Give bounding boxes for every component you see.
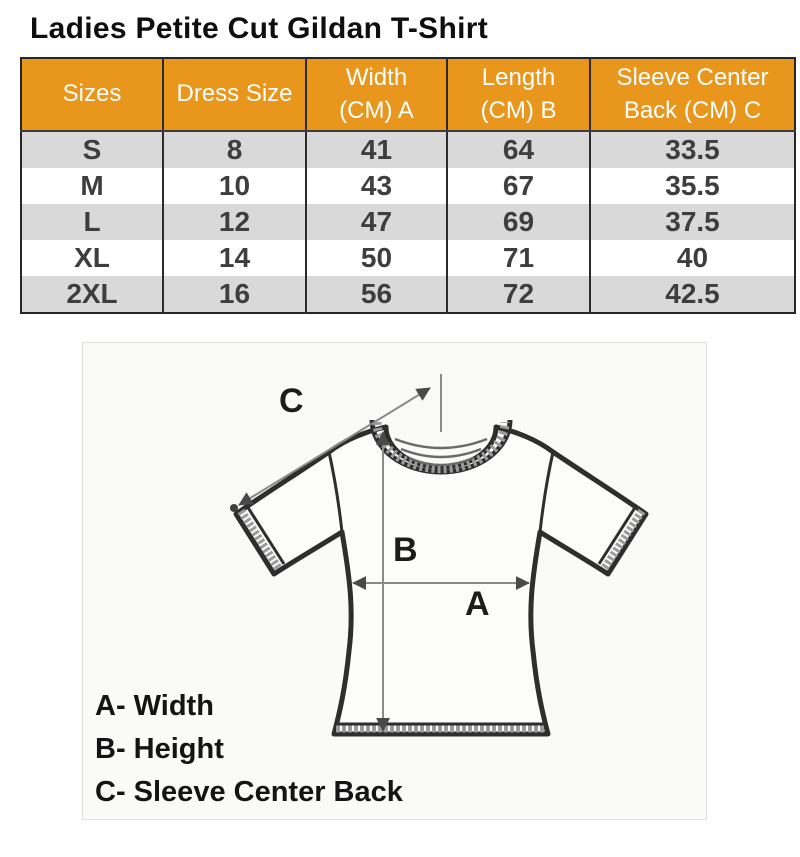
- cell-sleeve-center-back: 33.5: [589, 131, 795, 168]
- cell-dress-size: 12: [162, 204, 306, 240]
- table-row-l: L 12 47 69 37.5: [21, 204, 795, 240]
- column-header-width: Width (CM) A: [305, 58, 447, 132]
- cell-dress-size: 10: [162, 168, 306, 204]
- cuff-rib-right: [600, 508, 646, 572]
- cell-size: S: [21, 131, 163, 168]
- cell-dress-size: 16: [162, 276, 306, 313]
- cell-length: 64: [446, 131, 590, 168]
- column-header-length: Length (CM) B: [446, 58, 590, 132]
- measurement-label-b: B: [393, 531, 418, 569]
- table-row-2xl: 2XL 16 56 72 42.5: [21, 276, 795, 313]
- cell-size: 2XL: [21, 276, 163, 313]
- cell-width: 50: [305, 240, 447, 276]
- cell-sleeve-center-back: 42.5: [589, 276, 795, 313]
- cell-width: 47: [305, 204, 447, 240]
- table-row-s: S 8 41 64 33.5: [21, 131, 795, 168]
- legend-item-width: A- Width: [95, 690, 214, 722]
- measure-line-c: [238, 387, 431, 506]
- tshirt-illustration: C B A: [230, 374, 649, 737]
- cuff-line-right: [597, 505, 638, 565]
- table-row-xl: XL 14 50 71 40: [21, 240, 795, 276]
- measurement-label-a: A: [465, 585, 490, 623]
- cell-sleeve-center-back: 35.5: [589, 168, 795, 204]
- cell-size: XL: [21, 240, 163, 276]
- measurement-legend: A- Width B- Height C- Sleeve Center Back: [95, 685, 403, 814]
- cell-length: 69: [446, 204, 590, 240]
- armhole-seam-right: [538, 451, 555, 533]
- collar-inner-line: [394, 437, 488, 450]
- cell-size: L: [21, 204, 163, 240]
- collar-inner-line: [400, 447, 482, 459]
- header-row: Sizes Dress Size Width (CM) A Length (CM…: [21, 58, 795, 132]
- cell-width: 41: [305, 131, 447, 168]
- cell-sleeve-center-back: 40: [589, 240, 795, 276]
- size-chart-table: Sizes Dress Size Width (CM) A Length (CM…: [20, 57, 796, 314]
- cell-dress-size: 14: [162, 240, 306, 276]
- column-header-sleeve-center-back: Sleeve Center Back (CM) C: [589, 58, 795, 132]
- column-header-dress-size: Dress Size: [162, 58, 306, 132]
- legend-item-sleeve: C- Sleeve Center Back: [95, 776, 403, 808]
- measurement-label-c: C: [279, 382, 304, 420]
- cell-size: M: [21, 168, 163, 204]
- cuff-rib-left: [237, 508, 283, 572]
- table-row-m: M 10 43 67 35.5: [21, 168, 795, 204]
- collar-rib-texture: [372, 421, 510, 474]
- cell-width: 56: [305, 276, 447, 313]
- cell-sleeve-center-back: 37.5: [589, 204, 795, 240]
- page-title: Ladies Petite Cut Gildan T-Shirt: [30, 12, 488, 45]
- cell-dress-size: 8: [162, 131, 306, 168]
- measurement-diagram-panel: C B A A- Width B- Height C- Sleeve Cente…: [82, 342, 707, 820]
- measure-dot-c: [230, 504, 238, 512]
- cuff-line-left: [245, 505, 286, 565]
- legend-item-height: B- Height: [95, 733, 224, 765]
- column-header-sizes: Sizes: [21, 58, 163, 132]
- cell-length: 71: [446, 240, 590, 276]
- cell-length: 72: [446, 276, 590, 313]
- cell-length: 67: [446, 168, 590, 204]
- cell-width: 43: [305, 168, 447, 204]
